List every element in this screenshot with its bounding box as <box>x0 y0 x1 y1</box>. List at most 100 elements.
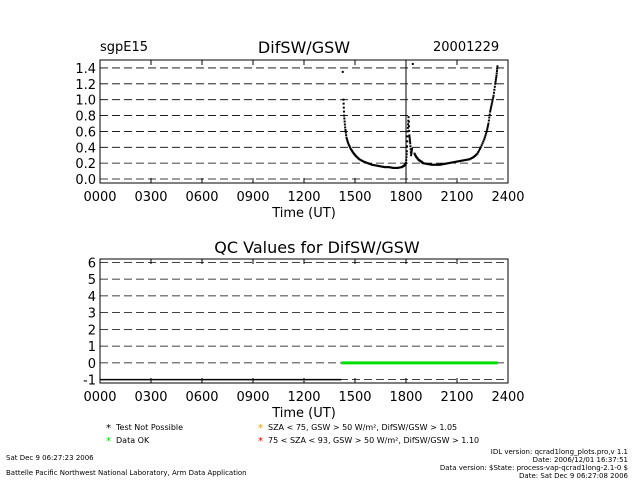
chart1-data-point <box>346 139 349 142</box>
chart1-data-point <box>358 158 361 161</box>
chart1-data-point <box>367 162 370 165</box>
chart1-data-point <box>347 142 350 145</box>
chart2-frame <box>99 258 509 384</box>
chart1-data-point <box>460 159 463 162</box>
chart1-data-point <box>465 158 468 161</box>
chart1-data-point <box>431 163 434 166</box>
chart1-data-point <box>492 96 495 99</box>
chart1-data-point <box>378 165 381 168</box>
chart2-x-tick-label: 0000 <box>83 390 116 405</box>
chart1-data-point <box>422 162 424 165</box>
chart1-data-point <box>458 160 461 163</box>
chart1-data-point <box>379 165 382 168</box>
chart1-data-point <box>373 164 376 167</box>
chart1-data-point <box>470 157 473 160</box>
chart1-data-point <box>492 94 495 97</box>
chart1-data-point <box>486 128 489 131</box>
chart1-data-point <box>436 163 439 166</box>
legend-star-sza-75: * <box>258 423 263 434</box>
chart1-data-point <box>494 78 497 81</box>
chart2-axes <box>99 258 509 384</box>
chart1-data-point <box>471 156 474 159</box>
chart1-data-point <box>386 166 389 169</box>
footer-idl-version: IDL version: qcrad1long_plots.pro,v 1.1 <box>491 448 628 456</box>
chart1-data-point <box>435 163 438 166</box>
chart2-x-tick-labels: 0000 0300 0600 0900 1200 1500 1800 2100 2400 <box>83 390 524 405</box>
chart1-data-point <box>361 159 364 162</box>
chart1-data-point <box>385 166 388 169</box>
chart1-data-point <box>383 166 386 169</box>
chart1-data-point <box>485 130 488 133</box>
chart1-y-tick-label: 1.4 <box>75 62 96 77</box>
chart2-y-tick-label: -1 <box>83 374 96 389</box>
chart2-series-lines <box>100 361 498 381</box>
chart1-data-point <box>463 159 466 162</box>
footer-data-version: Data version: $State: process-vap-qcrad1… <box>440 464 628 472</box>
chart1-data-point <box>495 70 498 73</box>
chart1-x-tick-label: 0900 <box>236 190 269 205</box>
chart1-x-tick-labels: 0000 0300 0600 0900 1200 1500 1800 2100 2400 <box>83 190 524 205</box>
chart1-y-tick-label: 0.2 <box>75 157 96 172</box>
legend-label-sza-75: SZA < 75, GSW > 50 W/m², DifSW/GSW > 1.0… <box>268 423 457 432</box>
chart1-data-point <box>343 120 346 123</box>
chart1-data-point <box>489 110 492 113</box>
chart1-data-point <box>452 161 455 164</box>
chart1-data-point <box>384 166 387 169</box>
chart1-data-point <box>462 159 465 162</box>
chart1-data-point <box>368 162 371 165</box>
chart1-data-point <box>411 62 414 65</box>
chart1-data-point <box>362 160 365 163</box>
chart1-data-point <box>430 163 433 166</box>
chart1-data-point <box>345 136 348 139</box>
chart1-data-point <box>343 123 346 126</box>
chart1-data-point <box>406 135 409 138</box>
site-label: sgpE15 <box>100 40 148 55</box>
chart1-data-point <box>347 143 350 146</box>
chart1-data-point <box>433 163 436 166</box>
chart1-data-point <box>434 163 437 166</box>
chart2-xlabel: Time (UT) <box>271 406 336 421</box>
chart1-data-point <box>445 162 448 165</box>
chart1-data-point <box>478 149 481 152</box>
chart1-data-point <box>496 67 499 70</box>
chart1-data-point <box>407 120 410 123</box>
chart1-data-point <box>468 158 471 161</box>
chart2-x-tick-label: 0300 <box>134 390 167 405</box>
chart1-data-point <box>456 160 458 163</box>
legend-label-test-not-possible: Test Not Possible <box>115 423 183 432</box>
chart1-data-point <box>407 116 410 119</box>
chart1-data-point <box>444 162 447 165</box>
chart2-x-tick-label: 0900 <box>236 390 269 405</box>
chart1-data-point <box>439 163 441 166</box>
chart1-data-point <box>476 152 479 155</box>
chart1-data-points <box>341 62 499 169</box>
chart2-y-tick-label: 1 <box>88 340 96 355</box>
chart1-data-point <box>406 145 409 148</box>
chart1-data-point <box>360 159 363 162</box>
chart1-data-point <box>466 158 469 161</box>
chart1-axes <box>99 59 509 184</box>
chart1-data-point <box>371 163 373 166</box>
chart1-data-point <box>366 162 369 165</box>
chart2-y-tick-label: 4 <box>88 290 96 305</box>
chart1-data-point <box>410 154 413 157</box>
chart1-data-point <box>408 134 411 137</box>
chart1-data-point <box>345 134 348 137</box>
chart1-data-point <box>443 162 446 165</box>
chart1-data-point <box>342 110 345 113</box>
chart1-data-point <box>493 88 496 91</box>
chart1-data-point <box>481 142 484 145</box>
chart1-data-point <box>374 164 377 167</box>
chart1-grid <box>100 67 508 180</box>
chart1-data-point <box>447 162 450 165</box>
chart1-x-tick-label: 0600 <box>185 190 218 205</box>
chart1-data-point <box>494 80 497 83</box>
chart1-data-point <box>348 145 351 148</box>
chart1-data-point <box>495 74 498 77</box>
footer-run-date: Sat Dec 9 06:27:23 2006 <box>6 454 94 462</box>
chart1-xlabel: Time (UT) <box>271 206 336 221</box>
chart1-data-point <box>372 163 375 166</box>
chart1-data-point <box>479 146 482 149</box>
